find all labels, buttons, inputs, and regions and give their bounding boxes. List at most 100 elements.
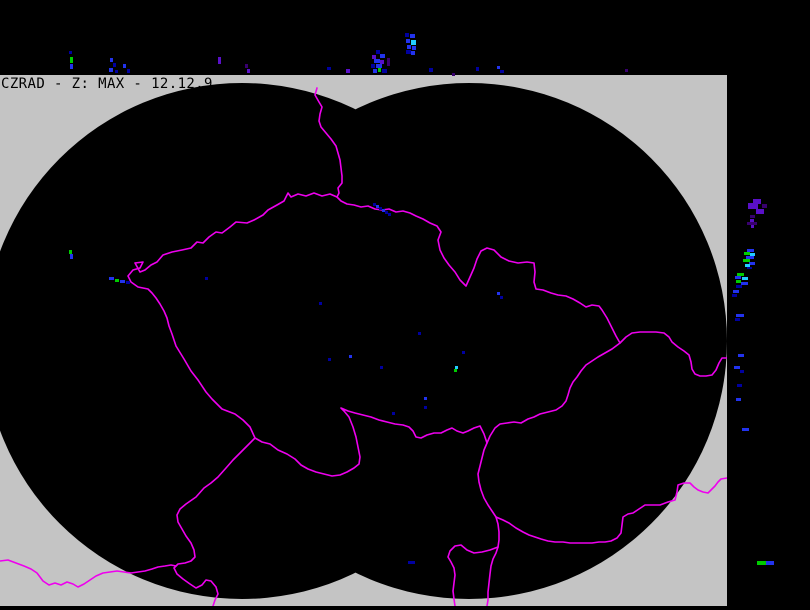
radar-echo-pixel: [319, 302, 322, 305]
radar-echo-pixel: [732, 294, 737, 297]
radar-echo-pixel: [328, 358, 331, 361]
radar-echo-pixel: [412, 46, 416, 50]
border-german-austrian-line: [173, 437, 256, 606]
radar-echo-pixel: [736, 285, 742, 288]
radar-echo-pixel: [380, 60, 384, 64]
radar-echo-pixel: [738, 354, 744, 357]
radar-echo-pixel: [750, 219, 754, 222]
radar-echo-pixel: [500, 70, 504, 73]
radar-echo-pixel: [454, 369, 457, 372]
radar-echo-pixel: [346, 69, 350, 73]
radar-echo-pixel: [407, 45, 411, 49]
radar-echo-pixel: [126, 281, 130, 284]
border-polish-slovak-line: [619, 331, 727, 377]
radar-echo-pixel: [69, 51, 72, 54]
border-southwest-wavy-line: [0, 559, 177, 588]
radar-echo-pixel: [750, 253, 755, 256]
radar-echo-pixel: [429, 68, 433, 72]
radar-echo-pixel: [406, 39, 410, 43]
radar-echo-pixel: [736, 314, 744, 317]
radar-echo-pixel: [245, 64, 248, 68]
radar-echo-pixel: [733, 290, 739, 293]
radar-echo-pixel: [247, 69, 250, 73]
radar-echo-pixel: [742, 428, 749, 431]
country-borders: [0, 87, 727, 606]
radar-echo-pixel: [497, 66, 500, 69]
radar-echo-pixel: [736, 398, 741, 401]
radar-echo-pixel: [70, 254, 73, 259]
radar-echo-pixel: [406, 50, 411, 54]
radar-echo-pixel: [218, 57, 221, 64]
radar-echo-pixel: [349, 355, 352, 358]
radar-echo-pixel: [382, 69, 387, 73]
radar-echo-pixel: [748, 203, 758, 209]
radar-echo-pixel: [737, 384, 742, 387]
radar-echo-pixel: [746, 256, 754, 259]
radar-echo-pixel: [120, 280, 125, 283]
radar-echo-pixel: [376, 50, 380, 54]
radar-echo-pixel: [376, 64, 382, 68]
radar-echo-pixel: [737, 273, 744, 276]
radar-echo-pixel: [382, 209, 385, 212]
radar-echo-pixel: [745, 264, 750, 267]
radar-echo-pixel: [747, 249, 754, 252]
radar-echo-pixel: [115, 70, 118, 73]
radar-echo-pixel: [750, 215, 755, 218]
radar-echo-pixel: [127, 69, 130, 73]
radar-echo-pixel: [69, 250, 72, 254]
radar-echo-pixel: [462, 351, 465, 354]
radar-echo-pixel: [766, 561, 774, 565]
radar-echo-pixel: [747, 222, 757, 225]
radar-echo-pixel: [736, 280, 741, 283]
radar-echo-pixel: [452, 73, 455, 76]
border-austrian-slovak-line: [477, 442, 500, 606]
radar-echo-pixel: [756, 209, 764, 214]
radar-echo-pixel: [741, 282, 748, 285]
radar-echo-pixel: [109, 68, 113, 72]
radar-echoes: [69, 33, 774, 565]
radar-echo-pixel: [123, 64, 126, 68]
radar-echo-pixel: [376, 205, 379, 208]
radar-echo-pixel: [113, 63, 116, 67]
radar-echo-pixel: [327, 67, 331, 70]
radar-echo-pixel: [753, 199, 761, 204]
radar-echo-pixel: [749, 262, 755, 265]
radar-echo-pixel: [762, 204, 767, 208]
radar-echo-pixel: [455, 366, 458, 369]
radar-echo-pixel: [387, 58, 390, 66]
radar-echo-pixel: [378, 68, 381, 72]
radar-echo-pixel: [747, 267, 752, 269]
radar-echo-pixel: [476, 67, 479, 71]
radar-echo-pixel: [743, 259, 750, 262]
border-south-branch-line: [447, 544, 499, 606]
radar-echo-pixel: [742, 277, 748, 280]
radar-echo-pixel: [380, 54, 385, 58]
radar-echo-pixel: [374, 59, 380, 63]
radar-echo-pixel: [70, 64, 73, 69]
radar-echo-pixel: [110, 58, 113, 62]
radar-echo-pixel: [373, 203, 376, 206]
border-german-polish-line: [314, 87, 343, 198]
border-southeast-line: [495, 477, 727, 544]
radar-echo-pixel: [373, 69, 377, 73]
radar-echo-pixel: [109, 277, 114, 280]
radar-echo-pixel: [388, 213, 391, 216]
radar-echo-pixel: [424, 406, 427, 409]
radar-echo-pixel: [735, 318, 740, 321]
radar-echo-pixel: [392, 412, 395, 415]
radar-echo-pixel: [734, 366, 740, 369]
radar-echo-pixel: [385, 211, 388, 214]
radar-echo-pixel: [410, 34, 415, 38]
radar-echo-pixel: [625, 69, 628, 72]
radar-echo-pixel: [740, 370, 744, 373]
radar-coverage-circle-right: [211, 83, 727, 599]
radar-echo-pixel: [372, 55, 376, 59]
radar-echo-pixel: [379, 207, 382, 210]
radar-echo-pixel: [408, 561, 415, 564]
radar-echo-pixel: [751, 225, 754, 228]
radar-echo-pixel: [70, 57, 73, 63]
radar-echo-pixel: [757, 561, 766, 565]
radar-echo-pixel: [380, 366, 383, 369]
